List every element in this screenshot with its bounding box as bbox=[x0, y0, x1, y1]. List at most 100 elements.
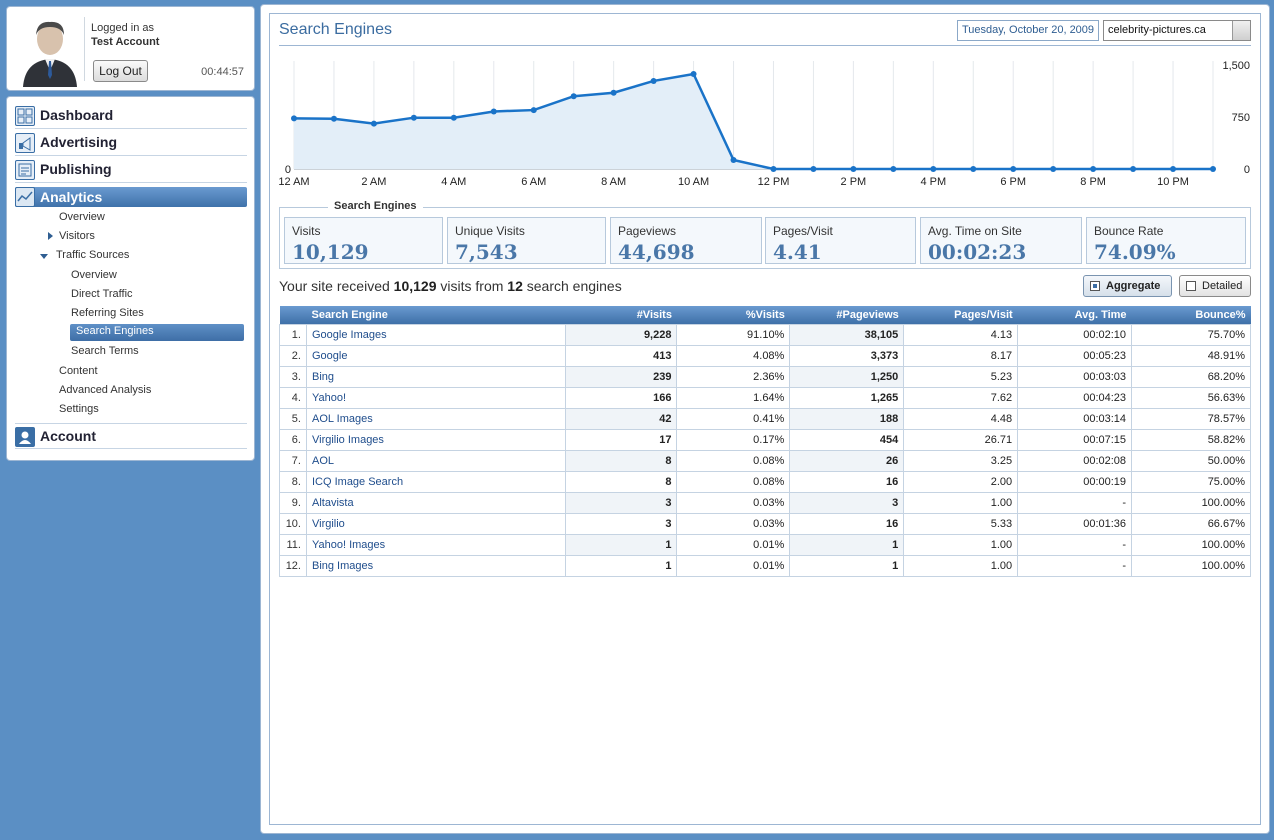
data-point bbox=[1050, 166, 1057, 172]
subnav-content[interactable]: Content bbox=[59, 365, 98, 377]
subnav-ts-overview[interactable]: Overview bbox=[71, 269, 117, 281]
pageviews-cell: 1 bbox=[789, 533, 905, 556]
user-avatar-icon bbox=[23, 21, 77, 87]
visits-cell: 8 bbox=[564, 449, 678, 472]
subnav-search-terms[interactable]: Search Terms bbox=[71, 345, 139, 357]
nav-analytics-label: Analytics bbox=[40, 189, 103, 205]
bounce-cell: 75.00% bbox=[1131, 470, 1251, 493]
site-select[interactable]: celebrity-pictures.ca bbox=[1103, 20, 1251, 41]
engine-link[interactable]: Google Images bbox=[305, 323, 566, 346]
pct-visits-cell: 91.10% bbox=[676, 323, 791, 346]
col-visits[interactable]: #Visits bbox=[565, 306, 677, 324]
bounce-cell: 58.82% bbox=[1131, 428, 1251, 451]
engine-link[interactable]: Yahoo! Images bbox=[305, 533, 566, 556]
pages-visit-cell: 7.62 bbox=[903, 386, 1019, 409]
nav-analytics[interactable]: Analytics bbox=[15, 187, 247, 207]
col-pageviews[interactable]: #Pageviews bbox=[789, 306, 904, 324]
stat-label: Bounce Rate bbox=[1094, 224, 1164, 238]
visits-cell: 3 bbox=[564, 512, 678, 535]
engine-link[interactable]: Google bbox=[305, 344, 566, 367]
pages-visit-cell: 1.00 bbox=[903, 491, 1019, 514]
table-row: 11. Yahoo! Images 1 0.01% 1 1.00-100.00% bbox=[279, 533, 1251, 556]
subnav-settings[interactable]: Settings bbox=[59, 403, 99, 415]
pct-visits-cell: 0.17% bbox=[676, 428, 791, 451]
col-pages-visit[interactable]: Pages/Visit bbox=[903, 306, 1018, 324]
divider bbox=[84, 17, 85, 81]
collapse-traffic-sources-icon[interactable] bbox=[40, 254, 48, 259]
col-search-engine[interactable]: Search Engine bbox=[306, 306, 566, 324]
table-row: 1. Google Images 9,228 91.10% 38,105 4.13 00:0… bbox=[279, 323, 1251, 346]
nav-publishing[interactable]: Publishing bbox=[15, 157, 247, 183]
table-row: 8. ICQ Image Search 8 0.08% 16 2.00 00:00:19 75… bbox=[279, 470, 1251, 493]
col-avg-time[interactable]: Avg. Time bbox=[1017, 306, 1132, 324]
pageviews-cell: 38,105 bbox=[789, 323, 905, 346]
y-tick-label: 750 bbox=[1232, 112, 1250, 124]
bounce-cell: 48.91% bbox=[1131, 344, 1251, 367]
table-row: 7. AOL 8 0.08% 26 3.25 00:02:08 50.00% bbox=[279, 449, 1251, 472]
engine-link[interactable]: ICQ Image Search bbox=[305, 470, 566, 493]
nav-dashboard[interactable]: Dashboard bbox=[15, 103, 247, 129]
site-select-value: celebrity-pictures.ca bbox=[1108, 24, 1206, 36]
nav-advertising[interactable]: Advertising bbox=[15, 130, 247, 156]
subnav-overview[interactable]: Overview bbox=[59, 211, 105, 223]
engine-link[interactable]: AOL Images bbox=[305, 407, 566, 430]
y-left-zero-label: 0 bbox=[285, 164, 291, 176]
engine-link[interactable]: Bing bbox=[305, 365, 566, 388]
detailed-toggle[interactable]: Detailed bbox=[1179, 275, 1251, 297]
expand-visitors-icon[interactable] bbox=[48, 232, 53, 240]
x-tick-label: 4 AM bbox=[441, 176, 466, 188]
col-bounce[interactable]: Bounce% bbox=[1131, 306, 1251, 324]
bounce-cell: 50.00% bbox=[1131, 449, 1251, 472]
logout-button[interactable]: Log Out bbox=[93, 60, 148, 82]
data-point bbox=[890, 166, 897, 172]
x-tick-label: 4 PM bbox=[920, 176, 946, 188]
engine-link[interactable]: Altavista bbox=[305, 491, 566, 514]
user-panel: Logged in as Test Account Log Out 00:44:… bbox=[6, 6, 255, 91]
engine-link[interactable]: Virgilio Images bbox=[305, 428, 566, 451]
main-panel: Search Engines Tuesday, October 20, 2009… bbox=[260, 4, 1270, 834]
pages-visit-cell: 8.17 bbox=[903, 344, 1019, 367]
subnav-advanced-analysis[interactable]: Advanced Analysis bbox=[59, 384, 152, 396]
visits-cell: 8 bbox=[564, 470, 678, 493]
data-point bbox=[930, 166, 937, 172]
stat-label: Visits bbox=[292, 224, 321, 238]
subnav-direct-traffic[interactable]: Direct Traffic bbox=[71, 288, 133, 300]
date-picker[interactable]: Tuesday, October 20, 2009 bbox=[957, 20, 1099, 41]
bounce-cell: 78.57% bbox=[1131, 407, 1251, 430]
detailed-label: Detailed bbox=[1202, 280, 1243, 292]
engine-link[interactable]: Yahoo! bbox=[305, 386, 566, 409]
engine-link[interactable]: AOL bbox=[305, 449, 566, 472]
avg-time-cell: 00:00:19 bbox=[1017, 470, 1133, 493]
nav-account-label: Account bbox=[40, 428, 96, 444]
stat-label: Avg. Time on Site bbox=[928, 224, 1022, 238]
subnav-visitors[interactable]: Visitors bbox=[59, 230, 95, 242]
pages-visit-cell: 1.00 bbox=[903, 554, 1019, 577]
dropdown-arrow-icon[interactable] bbox=[1232, 21, 1250, 40]
row-index: 3. bbox=[279, 365, 307, 388]
engine-link[interactable]: Bing Images bbox=[305, 554, 566, 577]
series-line bbox=[293, 72, 1213, 171]
engine-link[interactable]: Virgilio bbox=[305, 512, 566, 535]
col-pct-visits[interactable]: %Visits bbox=[676, 306, 790, 324]
stat-value: 7,543 bbox=[455, 240, 518, 264]
subnav-traffic-sources[interactable]: Traffic Sources bbox=[56, 249, 130, 261]
pct-visits-cell: 1.64% bbox=[676, 386, 791, 409]
data-point bbox=[1210, 166, 1216, 172]
row-index: 10. bbox=[279, 512, 307, 535]
aggregate-toggle[interactable]: Aggregate bbox=[1083, 275, 1172, 297]
visits-cell: 9,228 bbox=[564, 323, 678, 346]
subnav-search-engines[interactable]: Search Engines bbox=[70, 324, 244, 341]
data-point bbox=[1010, 166, 1017, 172]
data-point bbox=[330, 115, 337, 122]
visits-cell: 1 bbox=[564, 554, 678, 577]
pct-visits-cell: 0.03% bbox=[676, 512, 791, 535]
pages-visit-cell: 5.33 bbox=[903, 512, 1019, 535]
aggregate-label: Aggregate bbox=[1106, 280, 1161, 292]
data-point bbox=[970, 166, 977, 172]
table-header-row: Search Engine #Visits %Visits #Pageviews… bbox=[279, 306, 1251, 324]
subnav-referring-sites[interactable]: Referring Sites bbox=[71, 307, 144, 319]
bounce-cell: 66.67% bbox=[1131, 512, 1251, 535]
stat-visits: Visits 10,129 bbox=[284, 217, 443, 264]
advertising-icon bbox=[15, 133, 35, 153]
nav-account[interactable]: Account bbox=[15, 423, 247, 449]
